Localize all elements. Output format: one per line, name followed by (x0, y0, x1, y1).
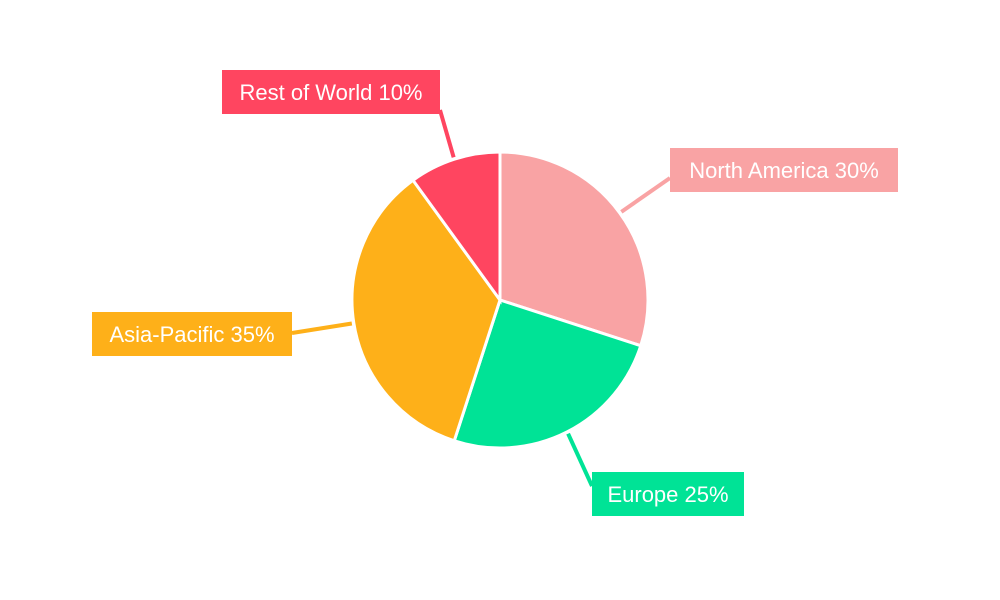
data-label-box (592, 472, 744, 516)
data-label-box (222, 70, 440, 114)
pie-slice-rest-of-world[interactable] (410, 150, 502, 305)
data-label: Asia-Pacific 35% (109, 322, 274, 347)
pie-slice-north-america[interactable] (498, 150, 650, 348)
leader-line (438, 109, 456, 158)
data-label-box (670, 148, 898, 192)
leader-line (566, 432, 594, 487)
leader-line (291, 321, 353, 335)
leader-line (620, 176, 672, 214)
data-label-box (92, 312, 292, 356)
data-label: Europe 25% (607, 482, 728, 507)
data-label: North America 30% (689, 158, 879, 183)
pie-slice-europe[interactable] (452, 298, 643, 450)
data-label: Rest of World 10% (239, 80, 422, 105)
pie-slice-asia-pacific[interactable] (350, 178, 502, 443)
